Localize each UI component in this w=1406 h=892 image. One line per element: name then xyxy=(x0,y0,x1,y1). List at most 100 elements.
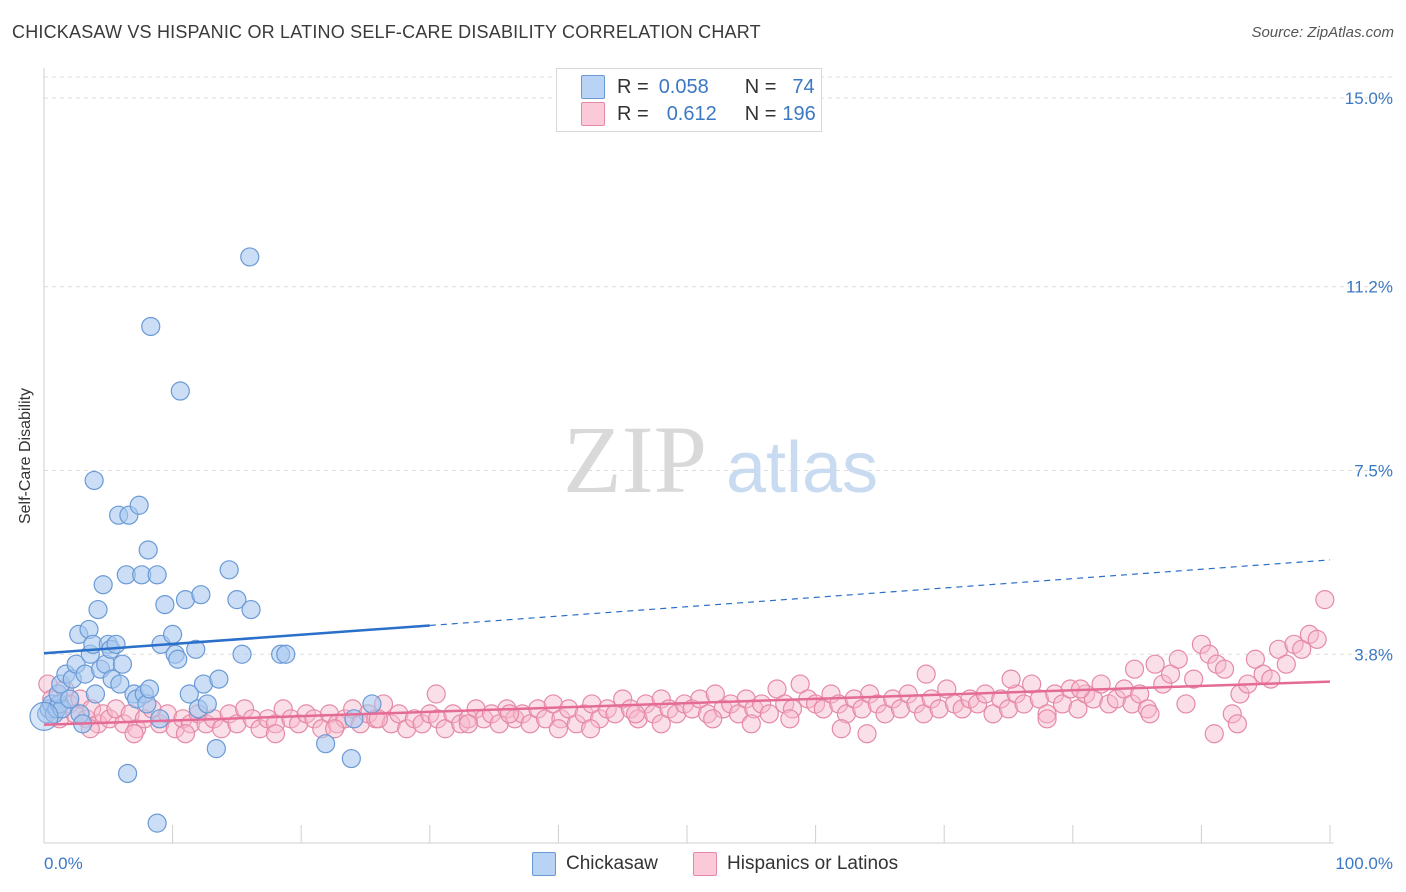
hispanics-point xyxy=(580,719,601,739)
legend-swatch-blue xyxy=(581,75,605,99)
chickasaw-point xyxy=(232,644,252,664)
legend-row-chickasaw: R = 0.058 N = 74 xyxy=(581,75,815,99)
hispanics-point xyxy=(381,714,401,734)
hispanics-point xyxy=(767,679,787,699)
hispanics-point xyxy=(548,719,569,739)
source-credit: Source: ZipAtlas.com xyxy=(1251,24,1394,41)
hispanics-point xyxy=(836,704,857,724)
legend-r-value: 0.612 xyxy=(666,102,717,125)
chickasaw-point xyxy=(110,674,130,694)
hispanics-point xyxy=(721,694,741,714)
legend-n-value: 196 xyxy=(782,102,816,125)
hispanics-point xyxy=(1137,699,1157,719)
chickasaw-point xyxy=(209,669,229,689)
hispanics-point xyxy=(1124,659,1145,679)
hispanics-point xyxy=(443,704,463,724)
hispanics-point xyxy=(1222,704,1242,724)
hispanics-point xyxy=(952,699,972,719)
hispanics-point xyxy=(780,709,800,729)
hispanics-point xyxy=(667,704,687,724)
trend-lines xyxy=(43,559,1331,727)
chickasaw-point xyxy=(150,709,170,729)
hispanics-point xyxy=(1204,724,1224,744)
chickasaw-point xyxy=(341,748,361,769)
hispanics-point xyxy=(427,709,448,729)
y-axis-label: Self-Care Disability xyxy=(17,388,34,524)
chickasaw-point xyxy=(84,470,104,491)
hispanics-point xyxy=(916,664,936,684)
y-tick-label: 15.0% xyxy=(1345,89,1393,108)
hispanics-point xyxy=(914,704,934,724)
chickasaw-point xyxy=(141,316,161,337)
hispanics-point xyxy=(566,714,587,734)
chickasaw-point xyxy=(117,763,138,784)
chickasaw-point xyxy=(139,679,160,699)
chickasaw-point xyxy=(147,565,167,585)
chickasaw-point xyxy=(155,594,175,615)
chickasaw-point xyxy=(147,813,167,833)
chickasaw-point xyxy=(179,684,199,704)
legend-r-value: 0.058 xyxy=(658,75,709,98)
hispanics-point xyxy=(651,714,671,734)
hispanics-point xyxy=(875,704,895,724)
legend-n-label: N = xyxy=(744,102,777,125)
hispanics-point xyxy=(1145,654,1165,674)
hispanics-point xyxy=(426,684,446,704)
hispanics-point xyxy=(741,714,761,734)
hispanics-point xyxy=(489,714,509,734)
chickasaw-point xyxy=(93,575,113,595)
hispanics-point xyxy=(983,704,1003,724)
hispanics-point xyxy=(126,719,147,739)
hispanics-point xyxy=(1307,629,1327,649)
bottom-legend-hispanics: Hispanics or Latinos xyxy=(693,852,898,876)
hispanics-point xyxy=(1168,649,1188,669)
chickasaw-trend-line xyxy=(43,624,430,655)
hispanics-point xyxy=(412,714,432,734)
chickasaw-point xyxy=(88,599,108,620)
chickasaw-point xyxy=(344,709,364,729)
hispanics-point xyxy=(1037,709,1057,729)
watermark-zip: ZIP xyxy=(563,406,707,513)
watermark: ZIP atlas xyxy=(563,406,878,513)
hispanics-point xyxy=(397,719,417,739)
hispanics-points xyxy=(38,590,1335,744)
hispanics-point xyxy=(1037,704,1057,724)
hispanics-point xyxy=(1140,704,1160,724)
chickasaw-point xyxy=(106,634,126,654)
chickasaw-point xyxy=(191,585,211,605)
x-tick-label-max: 100.0% xyxy=(1335,854,1393,873)
chickasaw-point xyxy=(163,624,183,645)
chart-title: CHICKASAW VS HISPANIC OR LATINO SELF-CAR… xyxy=(12,22,761,42)
hispanics-point xyxy=(898,684,918,704)
chickasaw-point xyxy=(276,644,296,664)
grid-lines xyxy=(44,76,1394,655)
hispanics-point xyxy=(790,674,810,694)
hispanics-point xyxy=(1176,694,1196,714)
hispanics-point xyxy=(857,724,877,744)
chickasaw-trend-extension xyxy=(429,559,1331,627)
bottom-legend-label-hispanics: Hispanics or Latinos xyxy=(727,853,899,874)
hispanics-point xyxy=(520,714,540,734)
hispanics-point xyxy=(929,699,949,719)
hispanics-point xyxy=(628,709,648,729)
hispanics-point xyxy=(991,689,1011,709)
hispanics-point xyxy=(852,699,872,719)
hispanics-point xyxy=(1199,644,1219,664)
chickasaw-point xyxy=(227,590,247,610)
hispanics-point xyxy=(1006,684,1026,704)
hispanics-point xyxy=(1315,590,1335,610)
chickasaw-point xyxy=(197,694,217,714)
chickasaw-point xyxy=(168,649,188,669)
x-ticks xyxy=(43,825,1331,843)
hispanics-point xyxy=(968,694,988,714)
hispanics-trend-line xyxy=(43,680,1331,727)
hispanics-point xyxy=(1122,694,1142,714)
hispanics-point xyxy=(499,704,520,724)
hispanics-point xyxy=(703,709,723,729)
hispanics-point xyxy=(831,719,851,739)
y-tick-label: 7.5% xyxy=(1354,462,1393,481)
chickasaw-point xyxy=(362,694,382,714)
hispanics-point xyxy=(1276,654,1296,674)
chickasaw-point xyxy=(112,654,133,674)
chickasaw-point xyxy=(60,689,80,709)
